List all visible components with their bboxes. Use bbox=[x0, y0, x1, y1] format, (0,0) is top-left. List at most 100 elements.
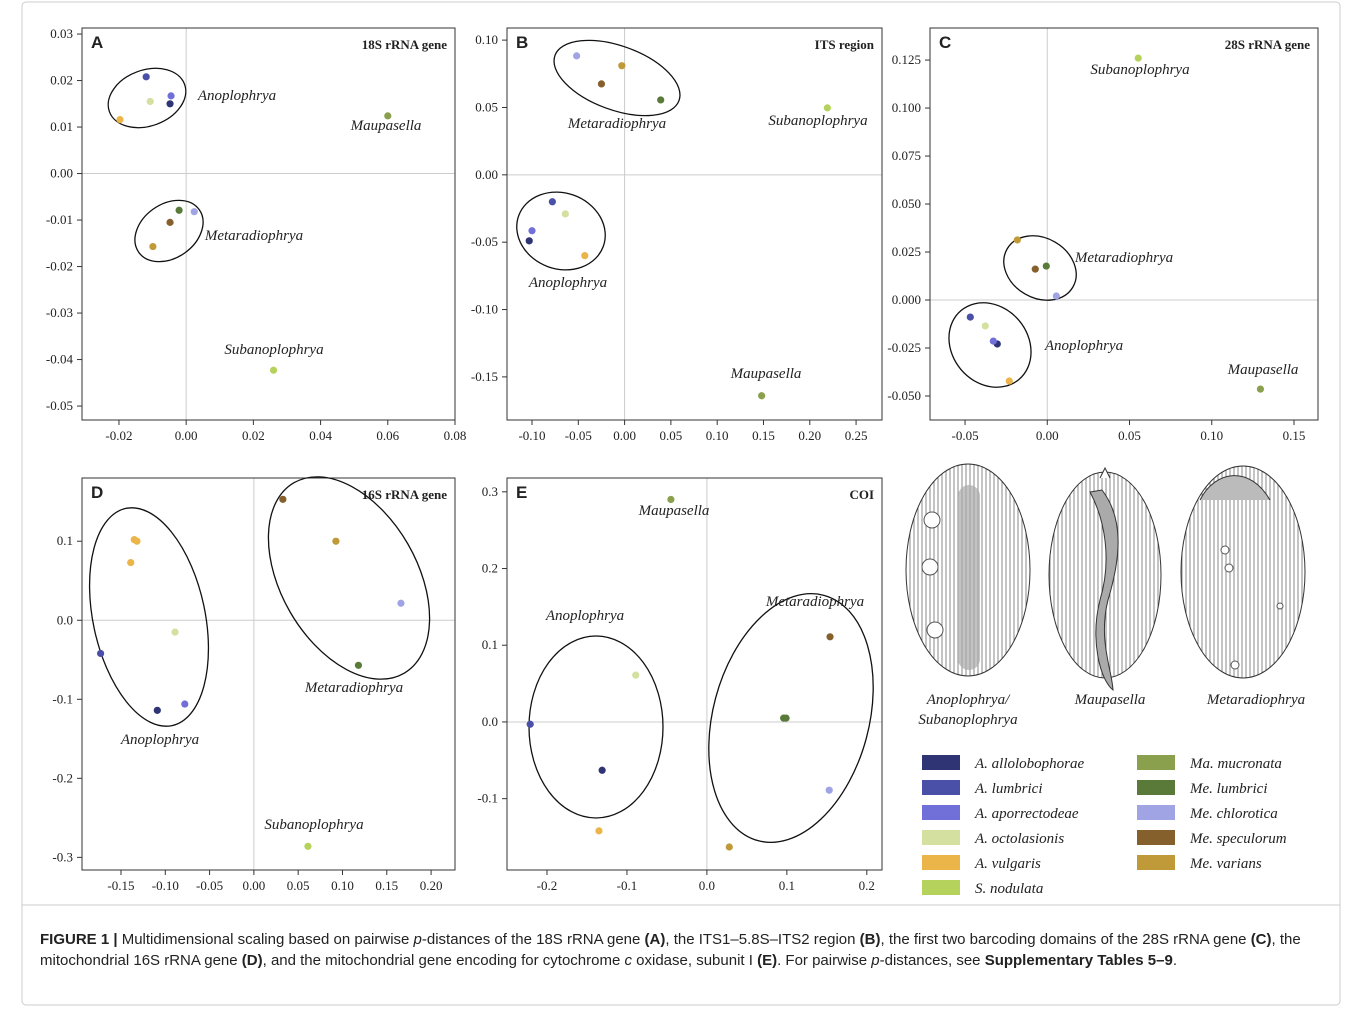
point bbox=[146, 97, 154, 106]
y-tick-label: 0.125 bbox=[892, 52, 921, 67]
panel-label: C bbox=[939, 33, 951, 52]
point bbox=[981, 322, 989, 330]
x-tick-label: 0.20 bbox=[798, 428, 821, 443]
y-tick-label: 0.10 bbox=[475, 32, 498, 47]
point bbox=[667, 495, 675, 504]
point bbox=[167, 92, 175, 100]
y-tick-label: -0.15 bbox=[471, 369, 498, 384]
cluster-outline bbox=[267, 476, 431, 680]
caption-text: (B) bbox=[859, 931, 881, 948]
x-tick-label: 0.06 bbox=[376, 428, 399, 443]
illustration-label: Anoplophrya/ bbox=[926, 692, 1011, 708]
point bbox=[595, 827, 603, 835]
y-tick-label: 0.01 bbox=[50, 119, 73, 134]
panel-label: A bbox=[91, 33, 103, 52]
point bbox=[525, 237, 533, 245]
cluster-outline bbox=[948, 302, 1032, 388]
x-tick-label: 0.00 bbox=[243, 878, 266, 893]
legend-swatch bbox=[1137, 830, 1175, 845]
y-tick-label: -0.3 bbox=[52, 849, 73, 864]
legend-label: S. nodulata bbox=[975, 881, 1043, 897]
cluster-outline bbox=[708, 593, 874, 843]
x-tick-label: -0.2 bbox=[537, 878, 558, 893]
annotation: Subanoplophrya bbox=[264, 817, 363, 833]
y-tick-label: 0.2 bbox=[482, 561, 498, 576]
cluster-outline bbox=[134, 199, 204, 263]
point bbox=[1005, 377, 1013, 385]
x-tick-label: 0.20 bbox=[420, 878, 443, 893]
caption-text: , the first two barcoding domains of the… bbox=[880, 931, 1251, 948]
annotation: Metaradiophrya bbox=[567, 116, 666, 132]
annotation: Anoplophrya bbox=[545, 608, 624, 624]
y-tick-label: -0.2 bbox=[52, 770, 73, 785]
cluster-outline bbox=[88, 507, 210, 727]
caption-text: (C) bbox=[1250, 931, 1272, 948]
cluster-outline bbox=[553, 39, 681, 117]
y-tick-label: 0.1 bbox=[482, 637, 498, 652]
legend-label: Ma. mucronata bbox=[1189, 756, 1282, 772]
annotation: Maupasella bbox=[730, 366, 802, 382]
legend-label: Me. lumbrici bbox=[1189, 781, 1267, 797]
point bbox=[1013, 236, 1021, 244]
panel-title: 16S rRNA gene bbox=[362, 487, 447, 502]
point bbox=[1256, 385, 1265, 393]
y-tick-label: 0.025 bbox=[892, 244, 921, 259]
caption: FIGURE 1 | Multidimensional scaling base… bbox=[40, 929, 1330, 971]
x-tick-label: 0.0 bbox=[699, 878, 715, 893]
point bbox=[657, 96, 665, 104]
y-tick-label: 0.100 bbox=[892, 100, 921, 115]
caption-text: (D) bbox=[241, 952, 263, 969]
x-tick-label: -0.15 bbox=[107, 878, 134, 893]
annotation: Subanoplophrya bbox=[1090, 62, 1189, 78]
x-tick-label: 0.05 bbox=[287, 878, 310, 893]
point bbox=[397, 599, 405, 607]
x-tick-label: -0.10 bbox=[152, 878, 179, 893]
y-tick-label: -0.03 bbox=[46, 305, 73, 320]
legend-label: A. octolasionis bbox=[974, 831, 1064, 847]
point bbox=[127, 558, 135, 567]
x-tick-label: -0.1 bbox=[617, 878, 638, 893]
point bbox=[528, 227, 536, 235]
y-tick-label: -0.04 bbox=[46, 352, 74, 367]
x-tick-label: 0.02 bbox=[242, 428, 265, 443]
x-tick-label: 0.25 bbox=[845, 428, 868, 443]
annotation: Anoplophrya bbox=[528, 275, 607, 291]
legend-label: A. allolobophorae bbox=[974, 756, 1085, 772]
y-tick-label: 0.05 bbox=[475, 99, 498, 114]
x-tick-label: -0.05 bbox=[565, 428, 592, 443]
x-tick-label: -0.02 bbox=[105, 428, 132, 443]
plot-frame bbox=[81, 27, 456, 421]
caption-text: c bbox=[624, 952, 633, 969]
panel-label: B bbox=[516, 33, 528, 52]
caption-text: , and the mitochondrial gene encoding fo… bbox=[262, 952, 625, 969]
y-tick-label: -0.1 bbox=[477, 791, 498, 806]
annotation: Subanoplophrya bbox=[768, 113, 867, 129]
point bbox=[618, 62, 626, 70]
point bbox=[384, 112, 392, 120]
legend-label: Me. chlorotica bbox=[1189, 806, 1278, 822]
caption-text: Multidimensional scaling based on pairwi… bbox=[117, 931, 414, 948]
x-tick-label: 0.10 bbox=[706, 428, 729, 443]
point bbox=[175, 206, 183, 214]
point bbox=[573, 52, 581, 60]
point bbox=[153, 706, 161, 714]
point bbox=[548, 198, 556, 206]
x-tick-label: -0.05 bbox=[951, 428, 978, 443]
x-tick-label: 0.15 bbox=[752, 428, 775, 443]
y-tick-label: 0.03 bbox=[50, 26, 73, 41]
legend-swatch bbox=[1137, 855, 1175, 870]
caption-text: , the mitochondrial 16S rRNA gene bbox=[40, 931, 1301, 969]
point bbox=[526, 720, 534, 728]
point bbox=[825, 786, 833, 794]
y-tick-label: 0.02 bbox=[50, 73, 73, 88]
legend-swatch bbox=[922, 830, 960, 845]
illustration-label: Subanoplophrya bbox=[918, 712, 1017, 728]
caption-text: oxidase, subunit I bbox=[632, 952, 758, 969]
point bbox=[826, 633, 834, 641]
y-tick-label: 0.050 bbox=[892, 196, 921, 211]
point bbox=[1031, 265, 1039, 273]
point bbox=[1134, 54, 1142, 62]
point bbox=[1042, 262, 1050, 270]
caption-label: FIGURE 1 | bbox=[40, 931, 118, 948]
x-tick-label: 0.08 bbox=[444, 428, 467, 443]
